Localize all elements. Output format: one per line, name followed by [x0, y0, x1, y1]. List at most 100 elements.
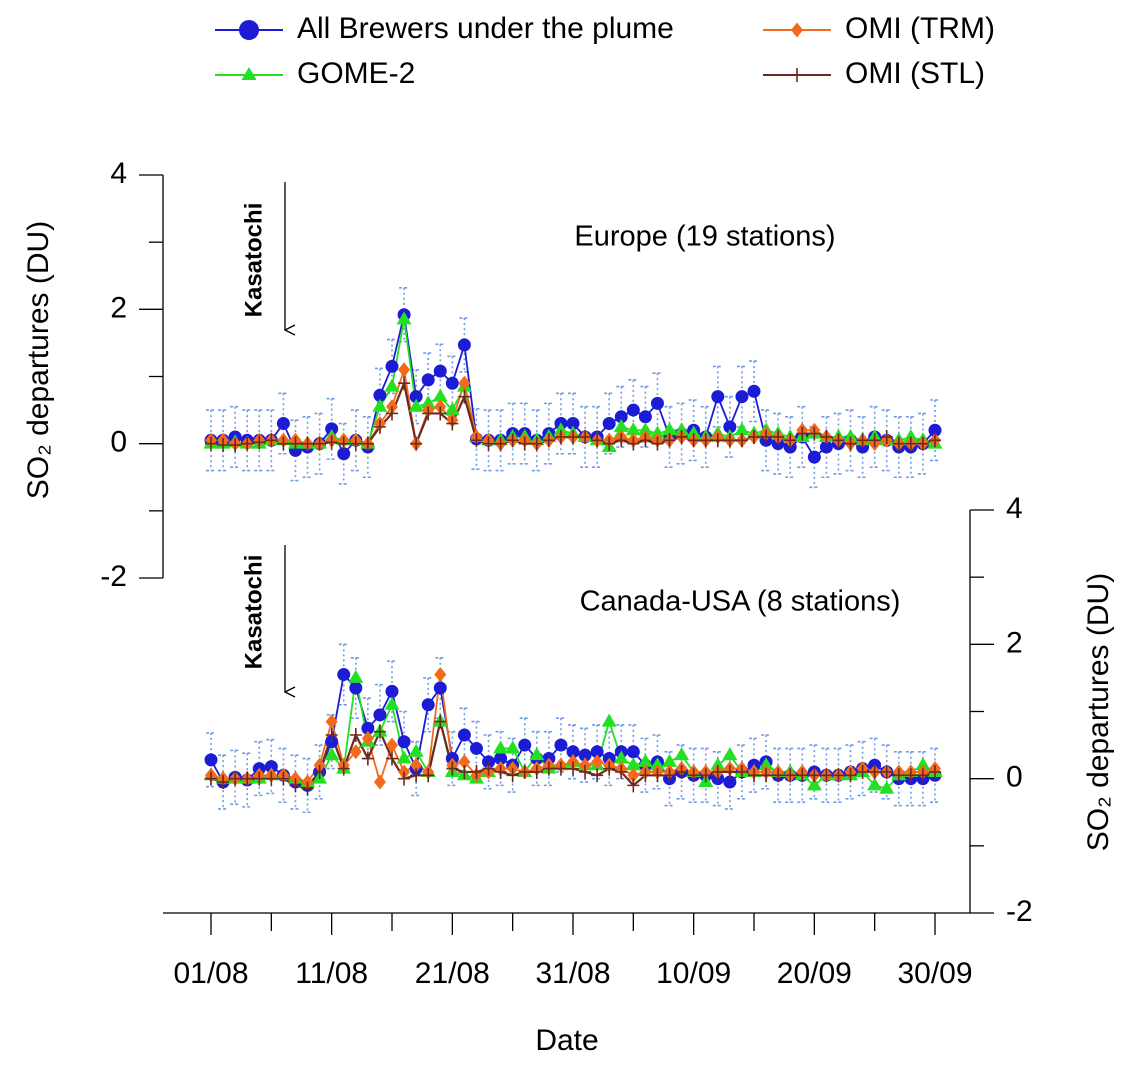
brewer-marker: [590, 745, 604, 759]
brewer-marker: [494, 752, 508, 766]
stl-marker: [687, 433, 700, 448]
trm-marker: [386, 737, 398, 753]
x-tick-label: 31/08: [535, 957, 610, 990]
stl-marker: [410, 768, 423, 783]
stl-marker: [349, 728, 362, 743]
stl-marker: [675, 429, 688, 444]
stl-marker: [663, 768, 676, 783]
brewer-marker: [264, 760, 278, 774]
brewer-marker: [276, 417, 290, 431]
stl-marker: [277, 436, 290, 451]
gome-marker: [529, 747, 545, 761]
x-tick-label: 01/08: [173, 957, 248, 990]
gome-marker: [444, 402, 460, 416]
axes: 01/08 11/08 21/08 31/08 10/09 20/09 30/09 -2 0 2 4…: [100, 157, 1032, 990]
gome-marker: [384, 378, 400, 392]
gome-marker: [686, 425, 702, 439]
brewer-marker: [337, 668, 351, 682]
stl-marker: [880, 429, 893, 444]
stl-marker: [711, 764, 724, 779]
series-lines: [210, 314, 936, 791]
stl-marker: [735, 764, 748, 779]
stl-marker: [410, 436, 423, 451]
brewer-marker: [723, 420, 737, 434]
legend-marker: [791, 22, 803, 38]
stl-marker: [772, 768, 785, 783]
legend-label: All Brewers under the plume: [297, 12, 674, 45]
brewer-marker: [566, 417, 580, 431]
stl-marker: [603, 761, 616, 776]
legend-marker: [241, 67, 257, 80]
stl-marker: [373, 724, 386, 739]
brewer-marker: [433, 681, 447, 695]
brewer-marker: [928, 423, 942, 437]
stl-marker: [760, 429, 773, 444]
y-axis-label: SO₂ departures (DU): [22, 221, 55, 499]
brewer-marker: [373, 708, 387, 722]
brewer-marker: [385, 359, 399, 373]
stl-marker: [470, 764, 483, 779]
stl-marker: [301, 781, 314, 796]
stl-marker: [494, 764, 507, 779]
gome-marker: [674, 422, 690, 436]
gome-marker: [324, 747, 340, 761]
stl-marker: [796, 768, 809, 783]
stl-marker: [748, 768, 760, 783]
gome-marker: [493, 740, 509, 754]
stl-marker: [651, 436, 664, 451]
trm-marker: [591, 754, 604, 770]
gome-marker: [372, 398, 388, 412]
stl-marker: [217, 438, 230, 453]
stl-marker: [929, 764, 941, 779]
stl-marker: [627, 436, 640, 451]
trm-marker: [373, 774, 386, 790]
trm-marker: [349, 744, 362, 760]
gome-marker: [758, 757, 774, 771]
stl-marker: [398, 771, 411, 786]
stl-marker: [337, 761, 350, 776]
brewer-marker: [457, 338, 471, 352]
gome-marker: [662, 422, 678, 436]
error-bars: [206, 287, 940, 814]
stl-marker: [603, 436, 616, 451]
gome-marker: [662, 753, 678, 767]
gome-marker: [396, 750, 412, 764]
stl-marker: [289, 436, 302, 451]
stl-marker: [663, 433, 676, 448]
stl-marker: [542, 761, 555, 776]
brewer-marker: [373, 388, 387, 402]
gome-marker: [396, 311, 412, 325]
gome-marker: [432, 388, 448, 402]
legend-label: OMI (TRM): [845, 12, 995, 45]
stl-marker: [386, 406, 398, 421]
stl-marker: [675, 764, 688, 779]
y-tick-label: 4: [110, 157, 127, 190]
stl-marker: [808, 768, 821, 783]
event-annotation: Kasatochi: [240, 203, 267, 318]
brewer-marker: [735, 390, 749, 404]
brewer-marker: [602, 417, 616, 431]
stl-marker: [579, 764, 592, 779]
legend-marker: [791, 68, 803, 82]
gome-marker: [408, 743, 424, 757]
panel-title: Europe (19 stations): [574, 221, 835, 253]
stl-marker: [422, 406, 435, 421]
stl-marker: [253, 771, 266, 786]
stl-marker: [784, 433, 797, 448]
stl-marker: [820, 768, 833, 783]
stl-marker: [422, 768, 435, 783]
stl-marker: [856, 764, 869, 779]
stl-marker: [591, 433, 604, 448]
stl-marker: [832, 433, 845, 448]
stl-marker: [458, 764, 471, 779]
brewer-marker: [626, 745, 640, 759]
stl-marker: [289, 778, 302, 793]
stl-marker: [699, 433, 712, 448]
stl-marker: [651, 768, 664, 783]
stl-marker: [313, 436, 326, 451]
stl-marker: [554, 429, 567, 444]
brewer-marker: [819, 440, 833, 454]
gome-marker: [843, 428, 859, 442]
gome-marker: [613, 418, 629, 432]
